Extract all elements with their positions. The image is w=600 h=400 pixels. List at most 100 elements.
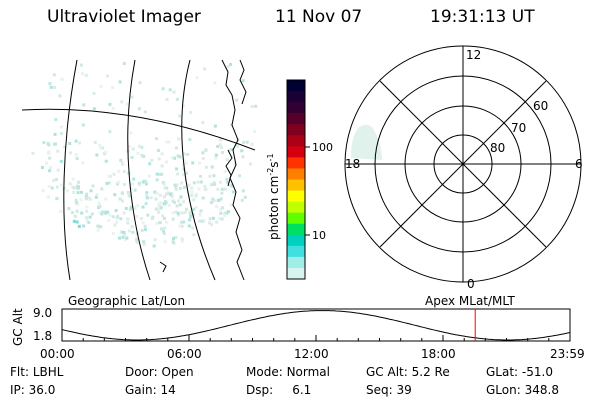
emission-pixel [79, 198, 83, 202]
emission-pixel [84, 195, 88, 198]
time-label: 19:31:13 UT [430, 7, 535, 27]
polar-plot: 12 18 6 0 60 70 80 [344, 45, 583, 291]
mlt-label-12: 12 [466, 48, 481, 62]
emission-pixel [219, 138, 223, 142]
emission-pixel [231, 190, 235, 194]
emission-pixel [162, 182, 166, 186]
emission-pixel [77, 224, 81, 228]
color-bar-cell [287, 102, 305, 114]
emission-pixel [188, 218, 192, 222]
emission-pixel [175, 167, 179, 171]
emission-pixel [47, 184, 51, 188]
emission-pixel [160, 164, 164, 168]
emission-pixel [122, 183, 126, 186]
emission-pixel [201, 196, 205, 200]
emission-pixel [182, 173, 186, 177]
emission-pixel [180, 181, 184, 185]
emission-pixel [144, 202, 148, 206]
emission-pixel [223, 187, 227, 191]
emission-pixel [120, 100, 124, 104]
emission-pixel [220, 206, 224, 210]
emission-pixel [82, 103, 86, 107]
emission-pixel [236, 144, 239, 148]
emission-pixel [108, 130, 112, 134]
emission-pixel [116, 182, 119, 186]
emission-pixel [135, 240, 139, 244]
emission-pixel [165, 97, 169, 101]
emission-pixel [162, 231, 166, 235]
color-bar-cell [287, 179, 305, 192]
emission-pixel [226, 180, 229, 184]
emission-pixel [230, 184, 234, 188]
emission-pixel [122, 62, 126, 65]
emission-pixel [111, 232, 115, 236]
emission-pixel [174, 188, 178, 192]
emission-pixel [171, 211, 175, 215]
emission-pixel [87, 220, 91, 224]
emission-pixel [75, 157, 79, 161]
emission-pixel [191, 161, 195, 165]
emission-pixel [162, 230, 165, 233]
emission-pixel [106, 74, 109, 78]
emission-pixel [185, 161, 188, 165]
info-gain: Gain: 14 [125, 383, 176, 397]
emission-pixel [99, 84, 103, 88]
emission-pixel [219, 208, 223, 212]
emission-pixel [212, 174, 216, 178]
emission-pixel [164, 160, 168, 164]
emission-pixel [134, 214, 138, 218]
emission-pixel [115, 220, 119, 224]
emission-pixel [223, 213, 227, 217]
emission-pixel [155, 191, 159, 195]
color-bar-tick-label: 10 [312, 229, 326, 242]
emission-pixel [171, 217, 175, 221]
emission-pixel [192, 198, 196, 202]
emission-pixel [241, 155, 245, 159]
emission-pixel [171, 240, 175, 244]
emission-pixel [180, 220, 183, 224]
emission-pixel [108, 102, 112, 106]
emission-pixel [48, 169, 52, 173]
emission-pixel [118, 80, 122, 84]
emission-pixel [144, 193, 148, 197]
emission-pixel [229, 184, 233, 188]
emission-pixel [178, 155, 182, 159]
emission-pixel [90, 212, 94, 216]
emission-pixel [128, 194, 132, 198]
color-bar-cell [287, 113, 305, 125]
emission-pixel [147, 174, 151, 178]
emission-pixel [69, 151, 72, 155]
emission-pixel [75, 220, 79, 224]
emission-pixel [161, 87, 165, 91]
mlat-label-60: 60 [533, 99, 548, 113]
emission-pixel [95, 153, 99, 157]
emission-pixel [121, 199, 124, 203]
emission-pixel [160, 172, 164, 176]
emission-pixel [107, 174, 111, 178]
emission-pixel [78, 141, 82, 145]
emission-pixel [48, 156, 52, 160]
emission-pixel [210, 165, 214, 169]
emission-pixel [92, 107, 96, 111]
emission-pixel [215, 220, 219, 224]
altitude-plot: GC Alt 9.0 1.8 [11, 306, 571, 346]
emission-pixel [195, 76, 199, 80]
emission-pixel [160, 152, 164, 156]
emission-pixel [177, 199, 181, 203]
emission-pixel [80, 190, 83, 194]
emission-pixel [68, 182, 72, 186]
emission-pixel [129, 131, 133, 135]
auroral-oval [351, 124, 382, 160]
emission-pixel [155, 178, 159, 182]
emission-pixel [85, 205, 89, 209]
emission-pixel [104, 159, 108, 163]
emission-pixel [249, 162, 252, 166]
emission-pixel [220, 217, 224, 221]
emission-pixel [85, 192, 89, 196]
emission-pixel [194, 205, 198, 209]
emission-pixel [191, 226, 195, 230]
emission-pixel [178, 187, 182, 190]
emission-pixel [155, 172, 159, 176]
emission-pixel [149, 196, 153, 200]
emission-pixel [95, 193, 99, 197]
